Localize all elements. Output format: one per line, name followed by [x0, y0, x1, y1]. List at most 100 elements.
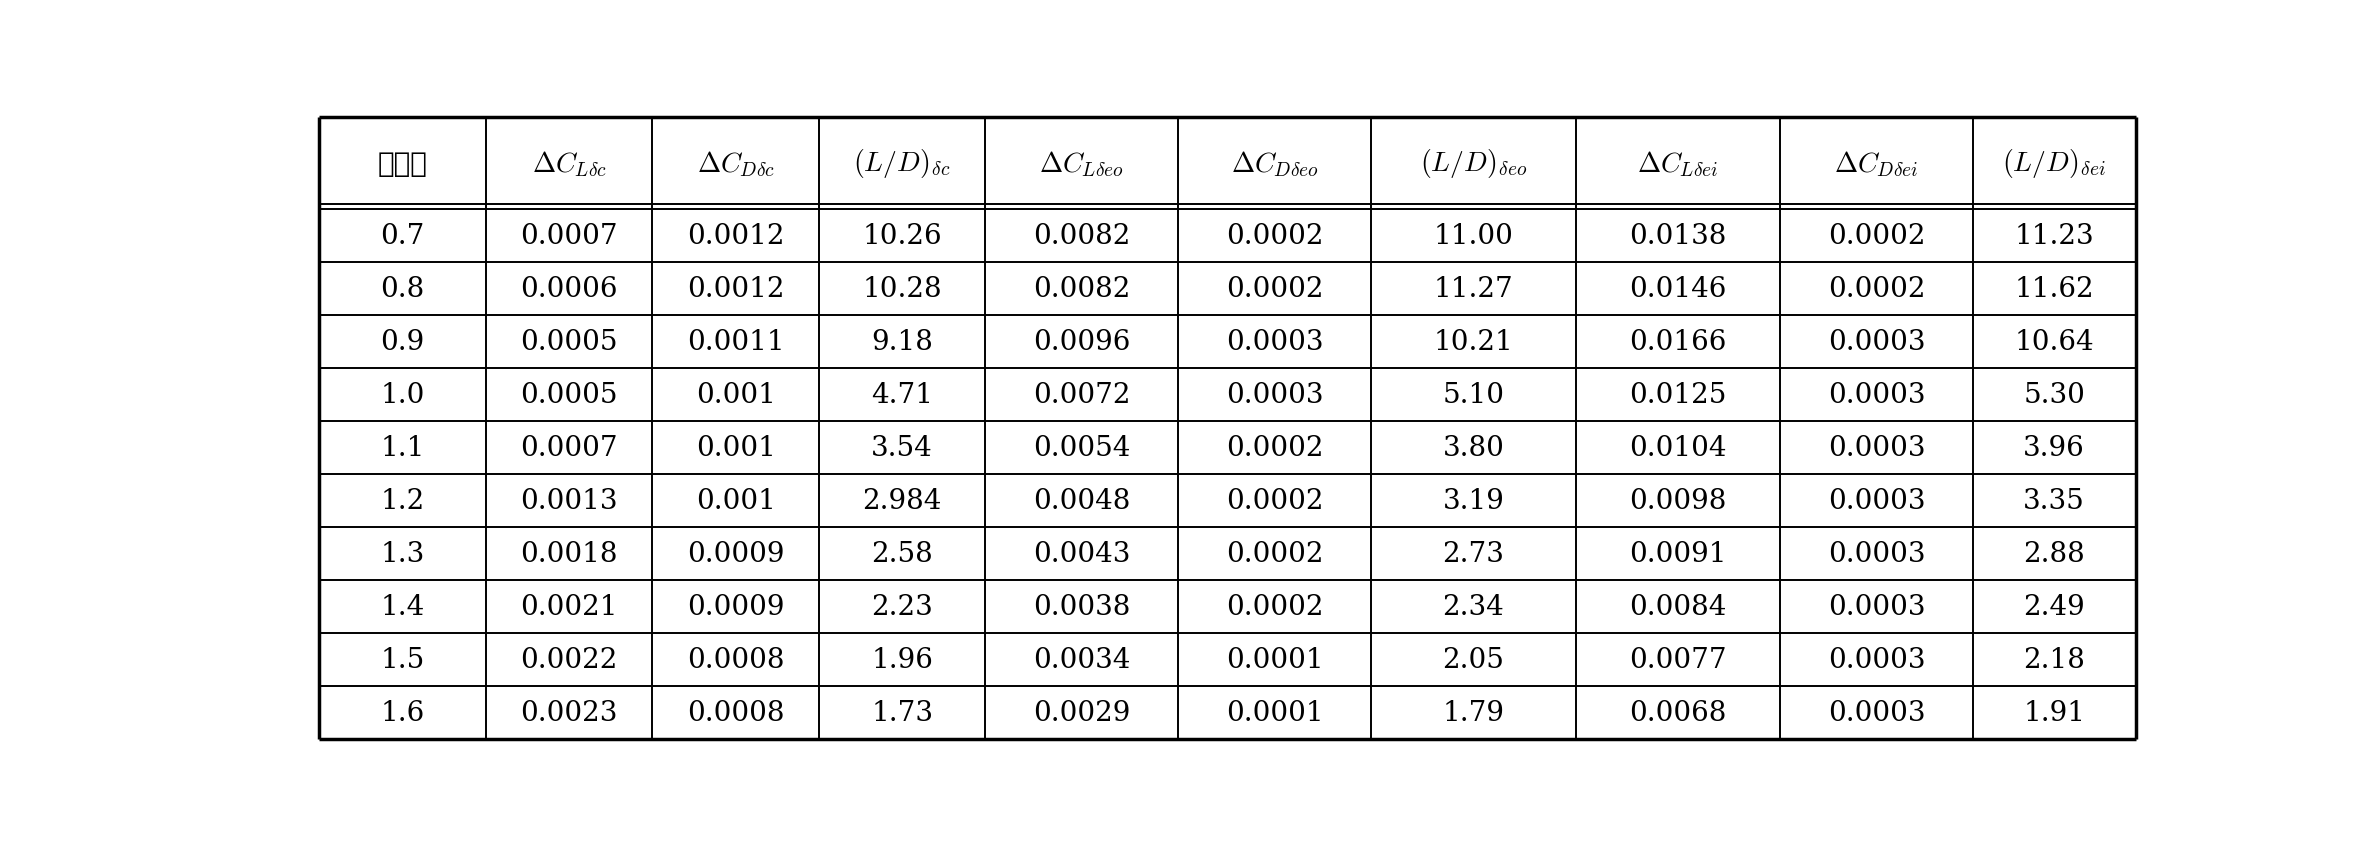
Text: 0.0072: 0.0072 — [1032, 381, 1130, 408]
Text: 0.0005: 0.0005 — [521, 328, 619, 355]
Text: 0.0002: 0.0002 — [1827, 276, 1925, 302]
Text: 0.0002: 0.0002 — [1225, 488, 1323, 515]
Text: 0.0084: 0.0084 — [1630, 593, 1727, 620]
Text: 2.984: 2.984 — [864, 488, 942, 515]
Text: 0.0098: 0.0098 — [1630, 488, 1727, 515]
Text: 0.0091: 0.0091 — [1630, 540, 1727, 567]
Text: 3.19: 3.19 — [1442, 488, 1504, 515]
Text: 1.4: 1.4 — [381, 593, 426, 620]
Text: $\Delta C_{L\delta ei}$: $\Delta C_{L\delta ei}$ — [1637, 149, 1718, 178]
Text: 0.0082: 0.0082 — [1032, 276, 1130, 302]
Text: 0.0125: 0.0125 — [1630, 381, 1727, 408]
Text: 1.73: 1.73 — [871, 700, 933, 727]
Text: 0.0082: 0.0082 — [1032, 223, 1130, 250]
Text: 0.0068: 0.0068 — [1630, 700, 1727, 727]
Text: 1.79: 1.79 — [1442, 700, 1504, 727]
Text: 0.0012: 0.0012 — [688, 276, 785, 302]
Text: $\Delta C_{L\delta eo}$: $\Delta C_{L\delta eo}$ — [1040, 149, 1125, 178]
Text: 1.2: 1.2 — [381, 488, 426, 515]
Text: 0.0003: 0.0003 — [1827, 381, 1925, 408]
Text: 10.64: 10.64 — [2015, 328, 2094, 355]
Text: 0.0038: 0.0038 — [1032, 593, 1130, 620]
Text: 0.0003: 0.0003 — [1827, 488, 1925, 515]
Text: 5.30: 5.30 — [2022, 381, 2084, 408]
Text: 0.0003: 0.0003 — [1827, 700, 1925, 727]
Text: 0.7: 0.7 — [381, 223, 426, 250]
Text: 0.0001: 0.0001 — [1225, 647, 1323, 674]
Text: 0.0009: 0.0009 — [688, 593, 785, 620]
Text: 0.0034: 0.0034 — [1032, 647, 1130, 674]
Text: 1.6: 1.6 — [381, 700, 426, 727]
Text: 0.0005: 0.0005 — [521, 381, 619, 408]
Text: 2.73: 2.73 — [1442, 540, 1504, 567]
Text: 10.26: 10.26 — [861, 223, 942, 250]
Text: 0.9: 0.9 — [381, 328, 426, 355]
Text: 0.0001: 0.0001 — [1225, 700, 1323, 727]
Text: 0.0043: 0.0043 — [1032, 540, 1130, 567]
Text: 0.0003: 0.0003 — [1827, 593, 1925, 620]
Text: 0.0002: 0.0002 — [1225, 540, 1323, 567]
Text: 0.0003: 0.0003 — [1827, 540, 1925, 567]
Text: 2.23: 2.23 — [871, 593, 933, 620]
Text: 0.0007: 0.0007 — [521, 435, 619, 462]
Text: 0.0048: 0.0048 — [1032, 488, 1130, 515]
Text: 0.0003: 0.0003 — [1827, 328, 1925, 355]
Text: 0.0029: 0.0029 — [1032, 700, 1130, 727]
Text: 0.0096: 0.0096 — [1032, 328, 1130, 355]
Text: 0.0054: 0.0054 — [1032, 435, 1130, 462]
Text: 0.0002: 0.0002 — [1225, 276, 1323, 302]
Text: 5.10: 5.10 — [1442, 381, 1504, 408]
Text: 0.0138: 0.0138 — [1630, 223, 1727, 250]
Text: 0.0002: 0.0002 — [1225, 435, 1323, 462]
Text: 0.001: 0.001 — [695, 488, 776, 515]
Text: 0.0002: 0.0002 — [1225, 593, 1323, 620]
Text: 0.0008: 0.0008 — [688, 647, 785, 674]
Text: 1.5: 1.5 — [381, 647, 426, 674]
Text: 0.0007: 0.0007 — [521, 223, 619, 250]
Text: 3.35: 3.35 — [2025, 488, 2084, 515]
Text: 0.8: 0.8 — [381, 276, 426, 302]
Text: 0.0008: 0.0008 — [688, 700, 785, 727]
Text: 1.1: 1.1 — [381, 435, 426, 462]
Text: 1.96: 1.96 — [871, 647, 933, 674]
Text: 10.28: 10.28 — [861, 276, 942, 302]
Text: 0.0003: 0.0003 — [1827, 647, 1925, 674]
Text: $\Delta C_{L\delta c}$: $\Delta C_{L\delta c}$ — [531, 149, 607, 178]
Text: 0.0012: 0.0012 — [688, 223, 785, 250]
Text: 0.0003: 0.0003 — [1827, 435, 1925, 462]
Text: 0.0013: 0.0013 — [521, 488, 619, 515]
Text: 3.96: 3.96 — [2025, 435, 2084, 462]
Text: $(L/D)_{\delta c}$: $(L/D)_{\delta c}$ — [854, 147, 952, 180]
Text: $\Delta C_{D\delta c}$: $\Delta C_{D\delta c}$ — [697, 149, 776, 178]
Text: 0.0018: 0.0018 — [521, 540, 619, 567]
Text: 0.0002: 0.0002 — [1225, 223, 1323, 250]
Text: 0.0104: 0.0104 — [1630, 435, 1727, 462]
Text: 2.34: 2.34 — [1442, 593, 1504, 620]
Text: $(L/D)_{\delta eo}$: $(L/D)_{\delta eo}$ — [1420, 147, 1527, 180]
Text: 3.54: 3.54 — [871, 435, 933, 462]
Text: 2.05: 2.05 — [1442, 647, 1504, 674]
Text: 0.0077: 0.0077 — [1630, 647, 1727, 674]
Text: 4.71: 4.71 — [871, 381, 933, 408]
Text: 马赫数: 马赫数 — [378, 149, 428, 177]
Text: 0.0166: 0.0166 — [1630, 328, 1727, 355]
Text: $(L/D)_{\delta ei}$: $(L/D)_{\delta ei}$ — [2003, 147, 2105, 180]
Text: 9.18: 9.18 — [871, 328, 933, 355]
Text: 0.0022: 0.0022 — [521, 647, 619, 674]
Text: 11.00: 11.00 — [1435, 223, 1513, 250]
Text: 1.0: 1.0 — [381, 381, 426, 408]
Text: 1.3: 1.3 — [381, 540, 426, 567]
Text: 0.0021: 0.0021 — [521, 593, 619, 620]
Text: 0.0003: 0.0003 — [1225, 328, 1323, 355]
Text: $\Delta C_{D\delta ei}$: $\Delta C_{D\delta ei}$ — [1834, 149, 1917, 178]
Text: 2.58: 2.58 — [871, 540, 933, 567]
Text: 0.0002: 0.0002 — [1827, 223, 1925, 250]
Text: 10.21: 10.21 — [1435, 328, 1513, 355]
Text: 0.0009: 0.0009 — [688, 540, 785, 567]
Text: 11.27: 11.27 — [1435, 276, 1513, 302]
Text: 0.001: 0.001 — [695, 435, 776, 462]
Text: 3.80: 3.80 — [1442, 435, 1504, 462]
Text: 0.0003: 0.0003 — [1225, 381, 1323, 408]
Text: 2.49: 2.49 — [2025, 593, 2084, 620]
Text: 2.18: 2.18 — [2022, 647, 2084, 674]
